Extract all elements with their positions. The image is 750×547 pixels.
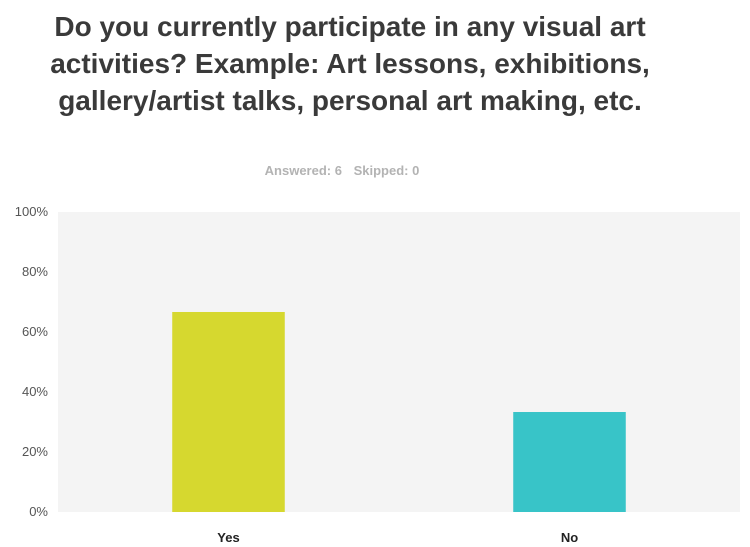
answered-count: Answered: 6 — [264, 163, 342, 178]
question-title: Do you currently participate in any visu… — [50, 11, 650, 116]
y-axis-ticks: 0% 20% 40% 60% 80% 100% — [15, 204, 49, 519]
plot-area — [58, 212, 740, 512]
x-category-label: No — [561, 530, 578, 545]
y-tick-label: 40% — [22, 384, 48, 399]
skipped-count: Skipped: 0 — [353, 163, 420, 178]
bar-no — [513, 412, 626, 512]
x-axis-labels: Yes No — [217, 530, 578, 545]
x-category-label: Yes — [217, 530, 239, 545]
y-tick-label: 0% — [29, 504, 48, 519]
y-tick-label: 80% — [22, 264, 48, 279]
bar-yes — [172, 311, 285, 512]
y-tick-label: 60% — [22, 324, 48, 339]
bars — [172, 311, 626, 512]
y-tick-label: 20% — [22, 444, 48, 459]
answer-summary: Answered: 6 Skipped: 0 — [0, 163, 684, 178]
y-tick-label: 100% — [15, 204, 49, 219]
